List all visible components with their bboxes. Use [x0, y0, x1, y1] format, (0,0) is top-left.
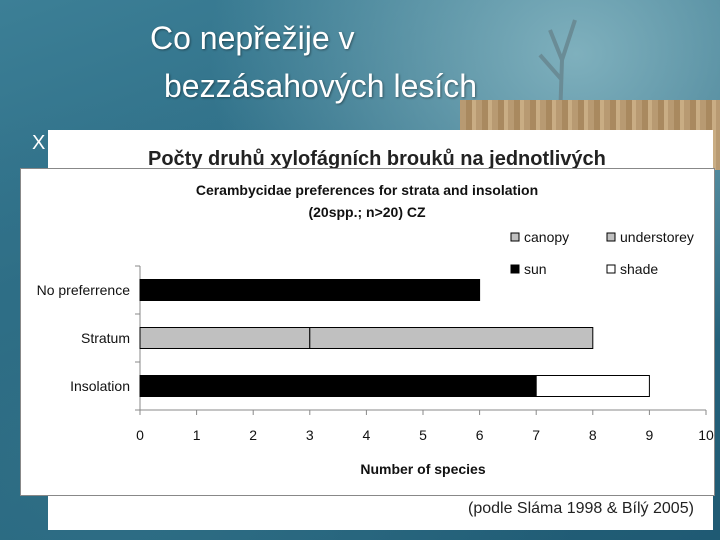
x-tick-label: 9	[646, 427, 654, 443]
chart-container: Cerambycidae preferences for strata and …	[20, 168, 715, 496]
x-tick-label: 2	[249, 427, 257, 443]
bullet-text: X	[32, 132, 46, 154]
bar-segment	[139, 327, 311, 349]
bar-segment	[309, 327, 594, 349]
title-line-2: bezzásahových lesích	[164, 68, 478, 104]
x-tick-label: 0	[136, 427, 144, 443]
chart-title-line-1: Cerambycidae preferences for strata and …	[196, 182, 538, 198]
chart-svg: Cerambycidae preferences for strata and …	[37, 182, 714, 477]
slide-title: Co nepřežije v bezzásahových lesích	[150, 14, 477, 110]
x-axis: 0 1 2 3 4 5 6 7 8 9 10	[136, 410, 714, 443]
category-label: No preferrence	[37, 282, 131, 298]
x-tick-label: 4	[363, 427, 371, 443]
bar-segment	[139, 279, 481, 301]
legend-swatch	[606, 264, 616, 274]
source-caption: (podle Sláma 1998 & Bílý 2005)	[468, 500, 694, 517]
bar-segment	[139, 375, 537, 397]
x-tick-label: 6	[476, 427, 484, 443]
legend-swatch	[510, 232, 520, 242]
x-tick-label: 5	[419, 427, 427, 443]
legend-swatch	[510, 264, 520, 274]
x-axis-label: Number of species	[360, 461, 485, 477]
category-label: Insolation	[70, 378, 130, 394]
chart-title-line-2: (20spp.; n>20) CZ	[308, 204, 426, 220]
x-tick-label: 3	[306, 427, 314, 443]
x-tick-label: 1	[193, 427, 201, 443]
bar-segment	[535, 375, 650, 397]
legend-label: sun	[524, 261, 547, 277]
legend-label: shade	[620, 261, 658, 277]
title-line-1: Co nepřežije v	[150, 20, 355, 56]
legend-label: canopy	[524, 229, 569, 245]
legend-label: understorey	[620, 229, 694, 245]
x-tick-label: 7	[532, 427, 540, 443]
category-label: Stratum	[81, 330, 130, 346]
x-tick-label: 10	[698, 427, 714, 443]
chart-legend: canopy understorey sun shade	[510, 229, 694, 277]
legend-swatch	[606, 232, 616, 242]
x-tick-label: 8	[589, 427, 597, 443]
chart-plot-area: No preferrence Stratum Insolation	[37, 265, 706, 411]
inner-slide-title: Počty druhů xylofágních brouků na jednot…	[148, 148, 606, 170]
